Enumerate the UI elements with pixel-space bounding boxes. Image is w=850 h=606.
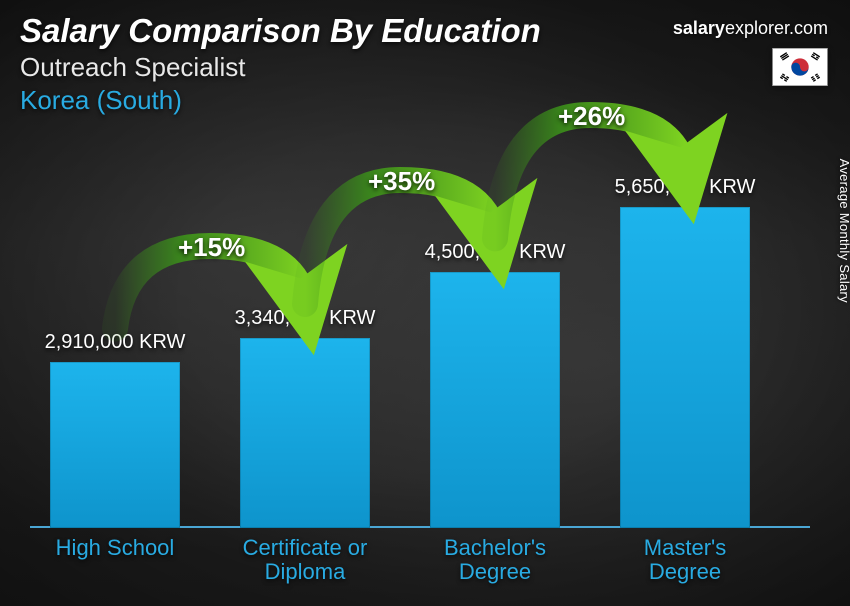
- increase-percent-label: +35%: [368, 166, 435, 197]
- country-label: Korea (South): [20, 85, 830, 116]
- brand-bold: salary: [673, 18, 725, 38]
- flag-korea-south: [772, 48, 828, 86]
- page-subtitle: Outreach Specialist: [20, 52, 830, 83]
- bar-category-label: Certificate or Diploma: [215, 536, 395, 584]
- brand-rest: explorer.com: [725, 18, 828, 38]
- bar-category-label: Master's Degree: [595, 536, 775, 584]
- bar-category-label: Bachelor's Degree: [405, 536, 585, 584]
- salary-bar-chart: 2,910,000 KRWHigh School3,340,000 KRWCer…: [30, 140, 810, 588]
- brand-watermark: salaryexplorer.com: [673, 18, 828, 39]
- y-axis-label: Average Monthly Salary: [837, 159, 850, 303]
- increase-percent-label: +15%: [178, 232, 245, 263]
- bar-category-label: High School: [25, 536, 205, 560]
- flag-icon: [773, 48, 827, 86]
